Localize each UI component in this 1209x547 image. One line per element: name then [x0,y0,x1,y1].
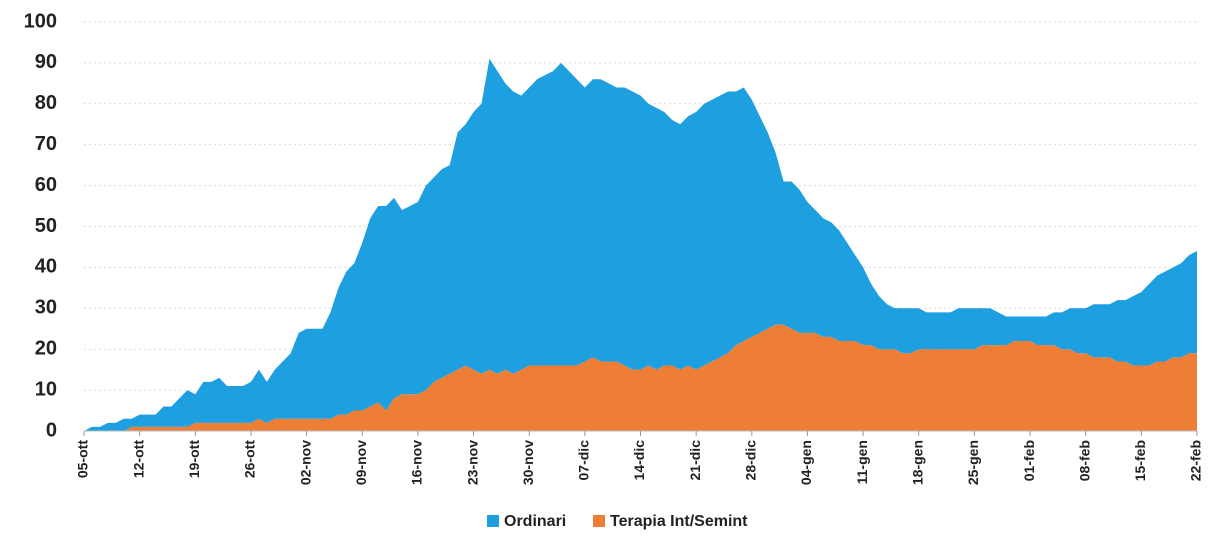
y-tick-label: 80 [35,92,57,114]
x-tick-label: 14-dic [631,440,647,481]
x-tick-label: 01-feb [1021,440,1037,481]
legend-swatch [593,515,605,527]
y-tick-label: 60 [35,174,57,196]
area [84,58,1197,432]
y-tick-label: 30 [35,297,57,319]
x-tick-label: 26-ott [242,440,258,478]
y-tick-label: 40 [35,256,57,278]
x-tick-label: 21-dic [687,440,703,481]
x-tick-label: 04-gen [798,440,814,485]
y-tick-label: 20 [35,337,57,359]
y-tick-label: 70 [35,133,57,155]
x-tick-label: 02-nov [297,440,313,485]
x-tick-label: 09-nov [353,440,369,485]
x-tick-label: 12-ott [130,440,146,478]
x-tick-label: 30-nov [520,440,536,485]
y-tick-label: 90 [35,51,57,73]
x-tick-label: 08-feb [1076,440,1092,481]
x-tick-label: 22-feb [1188,440,1204,481]
y-tick-label: 50 [35,215,57,237]
x-tick-label: 18-gen [909,440,925,485]
x-tick-label: 16-nov [409,440,425,485]
x-tick-label: 15-feb [1132,440,1148,481]
x-tick-label: 23-nov [464,440,480,485]
x-tick-label: 11-gen [854,440,870,484]
x-tick-label: 19-ott [186,440,202,478]
legend-swatch [487,515,499,527]
x-tick-label: 25-gen [965,440,981,485]
y-tick-label: 10 [35,378,57,400]
y-tick-label: 100 [24,10,57,32]
area [84,324,1197,431]
x-tick-label: 07-dic [576,440,592,481]
x-tick-label: 28-dic [743,440,759,481]
legend-label: Ordinari [504,513,566,530]
y-tick-label: 0 [46,419,57,441]
legend-label: Terapia Int/Semint [610,513,748,530]
x-tick-label: 05-ott [75,440,91,478]
